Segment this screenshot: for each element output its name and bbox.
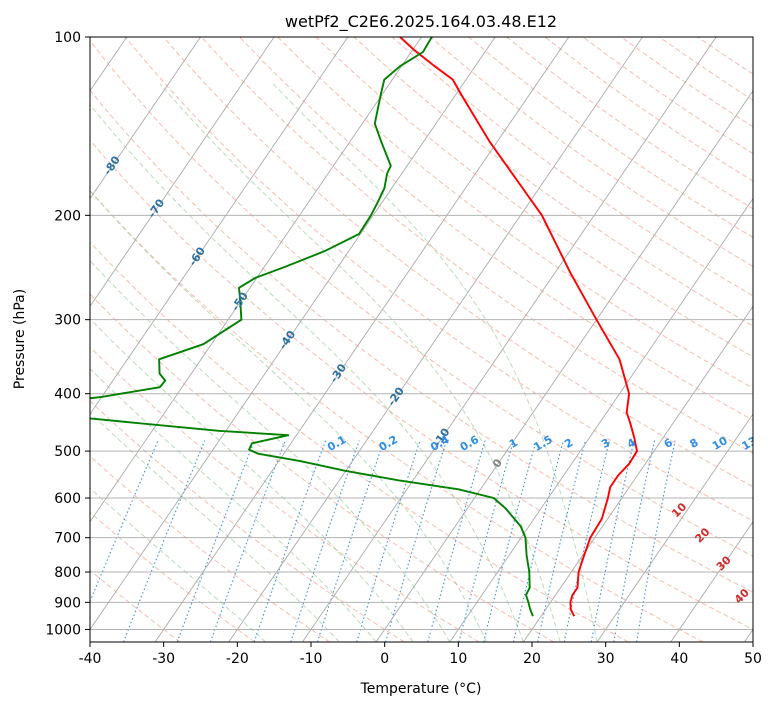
- mixing-ratio-line: [537, 440, 586, 642]
- chart-title: wetPf2_C2E6.2025.164.03.48.E12: [285, 12, 557, 32]
- isotherm-line: [90, 37, 496, 631]
- x-tick-label: 40: [670, 651, 688, 667]
- y-tick-label: 900: [54, 595, 81, 611]
- mixing-ratio-line: [512, 440, 564, 642]
- moist-adiabat-line: [90, 411, 340, 642]
- y-tick-label: 1000: [45, 622, 81, 638]
- mixing-ratio-line: [356, 440, 421, 642]
- isotherm-line: [228, 37, 643, 642]
- dry-adiabat-line: [90, 241, 629, 642]
- mixing-ratio-line: [253, 440, 327, 642]
- y-tick-label: 400: [54, 387, 81, 403]
- isotherm-line: [90, 37, 201, 200]
- mixing-ratio-line: [483, 440, 537, 642]
- moist-adiabat-line: [159, 83, 561, 642]
- y-tick-label: 700: [54, 531, 81, 547]
- isotherm-label: -90: [56, 111, 78, 135]
- x-tick-label: 50: [744, 651, 762, 667]
- x-tick-label: 30: [597, 651, 615, 667]
- x-tick-label: -10: [300, 651, 323, 667]
- mixing-ratio-line: [458, 440, 515, 642]
- plot-frame: [89, 36, 754, 643]
- isotherm-line: [449, 197, 753, 642]
- moist-adiabat-line: [90, 189, 488, 642]
- x-tick-label: 10: [449, 651, 467, 667]
- sounding-profiles: [90, 37, 638, 617]
- isotherm-line: [302, 37, 717, 642]
- isotherm-line: [670, 520, 753, 642]
- moist-adiabat-line: [90, 318, 414, 642]
- x-axis-label: Temperature (°C): [360, 681, 482, 697]
- moist-adiabat-line: [90, 103, 524, 642]
- x-tick-label: 20: [523, 651, 541, 667]
- isotherm-line: [90, 37, 275, 308]
- x-tick-label: -30: [152, 651, 175, 667]
- y-tick-label: 300: [54, 313, 81, 329]
- y-tick-label: 800: [54, 565, 81, 581]
- x-tick-label: -20: [226, 651, 249, 667]
- isotherm-line: [523, 305, 753, 642]
- y-tick-label: 100: [54, 30, 81, 46]
- y-tick-label: 600: [54, 491, 81, 507]
- y-axis-label: Pressure (hPa): [12, 289, 28, 389]
- mixing-ratio-line: [209, 440, 286, 642]
- mixing-ratio-line: [590, 440, 635, 642]
- dry-adiabat-line: [239, 37, 753, 421]
- x-tick-label: -40: [79, 651, 102, 667]
- isotherm-line: [90, 37, 422, 523]
- isotherm-line: [596, 413, 753, 642]
- x-axis: -40 -30 -20 -10 0 10 20 30 40 50: [79, 642, 762, 667]
- dry-adiabat-line: [90, 89, 753, 593]
- moist-adiabat-line: [90, 259, 451, 642]
- dry-adiabat-line: [90, 346, 480, 642]
- y-tick-label: 500: [54, 444, 81, 460]
- mixing-ratio-line: [427, 440, 486, 642]
- mixing-ratio-line: [563, 440, 611, 642]
- mixing-ratio-label: 13: [739, 434, 759, 453]
- mixing-ratio-line: [636, 440, 676, 642]
- dry-adiabat-line: [90, 293, 554, 642]
- mixing-ratio-label: 16: [762, 434, 775, 453]
- x-tick-label: 0: [380, 651, 389, 667]
- dry-adiabat-line: [124, 37, 753, 522]
- isotherm-line: [154, 37, 570, 642]
- isotherm-line: [90, 37, 349, 415]
- isotherm-label: -100: [8, 68, 34, 98]
- dry-adiabat-line: [162, 37, 753, 488]
- y-axis: 100 200 300 400 500 600 700 800 900 1000: [45, 30, 90, 638]
- temperature-profile-line: [399, 37, 638, 617]
- plot-area-background: [90, 37, 753, 642]
- mixing-ratio-line: [90, 440, 159, 603]
- moist-adiabat-line: [272, 83, 598, 642]
- dry-adiabat-line: [90, 569, 181, 642]
- dry-adiabat-line: [391, 37, 753, 297]
- mixing-ratio-line: [613, 440, 656, 642]
- y-tick-label: 200: [54, 208, 81, 224]
- background-lines: [90, 37, 753, 642]
- dewpoint-profile-line: [90, 37, 534, 617]
- dry-adiabat-line: [90, 40, 753, 557]
- isotherm-line: [375, 90, 753, 642]
- moist-adiabat-line: [90, 487, 266, 642]
- dry-adiabat-line: [90, 139, 753, 630]
- dry-adiabat-line: [277, 37, 753, 389]
